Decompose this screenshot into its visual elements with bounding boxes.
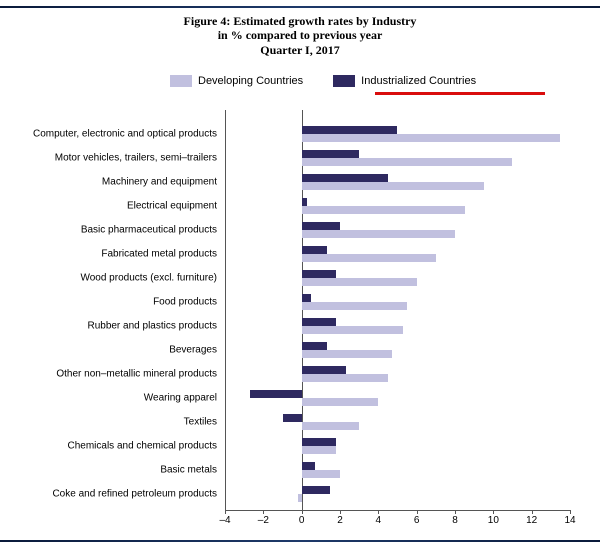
xtick-label: 14 [564,515,575,526]
xtick-mark [532,510,533,514]
category-label: Computer, electronic and optical product… [33,129,217,140]
bar-developing [302,206,465,214]
legend-underline [375,92,545,95]
xtick-mark [263,510,264,514]
category-label: Basic metals [160,465,217,476]
bar-industrialized [302,150,360,158]
xtick-label: 2 [337,515,343,526]
bar-industrialized [302,222,340,230]
bar-industrialized [302,198,308,206]
axis-frame [225,110,571,511]
xtick-mark [340,510,341,514]
category-label: Rubber and plastics products [87,321,217,332]
bar-developing [302,278,417,286]
bar-industrialized [302,246,327,254]
xtick-label: 0 [299,515,305,526]
bar-industrialized [302,462,315,470]
category-label: Beverages [169,345,217,356]
category-label: Basic pharmaceutical products [81,225,217,236]
bottom-border [0,540,600,542]
bar-industrialized [283,414,302,422]
category-label: Machinery and equipment [102,177,217,188]
xtick-mark [570,510,571,514]
chart-plot-area: –4–202468101214Computer, electronic and … [225,110,570,510]
bar-industrialized [302,126,398,134]
bar-developing [302,254,436,262]
xtick-label: 4 [376,515,382,526]
legend-label: Industrialized Countries [361,75,476,87]
bar-developing [302,302,407,310]
title-line-3: Quarter I, 2017 [0,43,600,57]
xtick-label: 8 [452,515,458,526]
figure-title: Figure 4: Estimated growth rates by Indu… [0,14,600,57]
bar-developing [302,422,360,430]
xtick-mark [302,510,303,514]
legend-item-0: Developing Countries [170,75,303,87]
bar-industrialized [302,486,331,494]
bar-developing [302,134,561,142]
bar-developing [298,494,302,502]
bar-developing [302,326,404,334]
bar-industrialized [302,270,337,278]
xtick-label: 10 [488,515,499,526]
bar-developing [302,230,455,238]
bar-industrialized [302,366,346,374]
bar-industrialized [302,342,327,350]
bar-developing [302,374,388,382]
xtick-label: –2 [258,515,269,526]
category-label: Wood products (excl. furniture) [80,273,217,284]
xtick-label: 6 [414,515,420,526]
category-label: Fabricated metal products [101,249,217,260]
category-label: Other non–metallic mineral products [56,369,217,380]
legend-item-1: Industrialized Countries [333,75,476,87]
bar-industrialized [302,438,337,446]
category-label: Textiles [184,417,217,428]
title-line-2: in % compared to previous year [0,28,600,42]
xtick-mark [417,510,418,514]
category-label: Coke and refined petroleum products [52,489,217,500]
bar-developing [302,470,340,478]
legend: Developing Countries Industrialized Count… [170,75,476,87]
category-label: Wearing apparel [144,393,217,404]
xtick-label: –4 [219,515,230,526]
xtick-mark [455,510,456,514]
bar-developing [302,350,392,358]
category-label: Chemicals and chemical products [67,441,217,452]
xtick-mark [225,510,226,514]
category-label: Electrical equipment [127,201,217,212]
legend-label: Developing Countries [198,75,303,87]
title-line-1: Figure 4: Estimated growth rates by Indu… [0,14,600,28]
xtick-mark [378,510,379,514]
bar-industrialized [302,174,388,182]
category-label: Food products [153,297,217,308]
xtick-label: 12 [526,515,537,526]
bar-developing [302,446,337,454]
figure-page: Figure 4: Estimated growth rates by Indu… [0,0,600,548]
xtick-mark [493,510,494,514]
bar-industrialized [250,390,302,398]
bar-industrialized [302,318,337,326]
legend-swatch [170,75,192,87]
bar-industrialized [302,294,312,302]
bar-developing [302,182,484,190]
bar-developing [302,398,379,406]
category-label: Motor vehicles, trailers, semi–trailers [55,153,217,164]
top-border [0,6,600,8]
legend-swatch [333,75,355,87]
bar-developing [302,158,513,166]
